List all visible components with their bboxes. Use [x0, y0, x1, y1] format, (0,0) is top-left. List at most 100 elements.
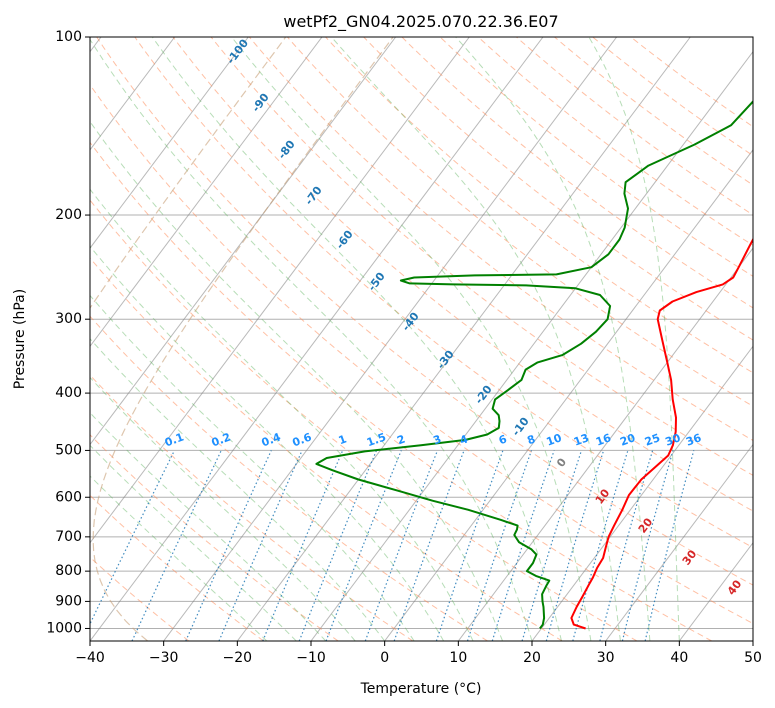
moist-adiabat-line	[455, 37, 651, 641]
mixing-ratio-label: 25	[643, 431, 662, 448]
y-tick-label: 400	[55, 385, 82, 401]
y-tick-label: 1000	[46, 620, 82, 636]
dry-adiabat-line	[477, 37, 753, 246]
dry-adiabat-line	[90, 199, 638, 641]
moist-adiabat-line	[331, 37, 621, 641]
mixing-ratio-line	[521, 450, 583, 641]
dry-adiabat-line	[90, 315, 488, 641]
mixing-ratio-line	[185, 450, 272, 641]
mixing-ratio-label: 8	[525, 433, 537, 448]
mixing-ratio-label: 4	[458, 432, 470, 447]
x-tick-label: 30	[597, 650, 615, 666]
mixing-ratio-label: 20	[618, 431, 637, 449]
moist-adiabat-line	[90, 38, 533, 641]
isotherm-line	[90, 37, 397, 446]
y-tick-label: 700	[55, 529, 82, 545]
isotherm-line	[163, 37, 618, 641]
mixing-ratio-line	[364, 450, 439, 641]
x-tick-label: −20	[223, 650, 253, 666]
isotherm-line	[531, 345, 753, 641]
mixing-ratio-line	[262, 450, 344, 641]
dry-adiabat-line	[248, 37, 753, 442]
mixing-ratio-label: 0.4	[260, 430, 283, 449]
x-tick-label: −30	[149, 650, 179, 666]
dry-adiabat-line	[439, 37, 753, 277]
dry-adiabat-line	[90, 257, 563, 641]
dry-adiabat-line	[172, 37, 753, 512]
mixing-ratio-line	[325, 450, 402, 641]
isotherm-label: 40	[725, 577, 745, 597]
mixing-ratio-label: 1.5	[365, 431, 388, 450]
x-axis-label: Temperature (°C)	[360, 681, 482, 697]
dry-adiabat-line	[401, 37, 753, 309]
dry-adiabat-line	[90, 374, 414, 641]
dry-adiabat-line	[363, 37, 753, 341]
y-tick-label: 600	[55, 489, 82, 505]
y-tick-label: 500	[55, 442, 82, 458]
isotherm-line	[310, 50, 753, 641]
mixing-ratio-line	[599, 450, 654, 641]
mixing-ratio-label: 36	[684, 431, 703, 449]
plot-frame	[89, 36, 754, 642]
isotherm-label: -20	[472, 383, 495, 407]
mixing-ratio-line	[218, 450, 303, 641]
y-tick-label: 100	[55, 29, 82, 45]
moist-adiabat-line	[231, 37, 592, 641]
y-tick-label: 900	[55, 593, 82, 609]
dry-adiabat-line	[90, 141, 712, 641]
temperature-line	[570, 237, 753, 630]
isotherm-label: 10	[593, 486, 613, 506]
moist-adiabat-line	[90, 294, 415, 641]
mixing-ratio-label: 3	[431, 433, 443, 448]
y-axis-label: Pressure (hPa)	[12, 289, 28, 389]
mixing-ratio-line	[545, 450, 605, 641]
isotherm-line	[384, 149, 753, 641]
dry-adiabat-line	[90, 83, 753, 625]
moist-adiabat-line	[90, 338, 386, 641]
isotherm-label: -60	[333, 228, 356, 252]
x-tick-label: 40	[670, 650, 688, 666]
dry-adiabat-line	[325, 37, 753, 374]
isotherm-label: 0	[554, 455, 569, 469]
dry-adiabat-line	[516, 37, 753, 216]
mixing-ratio-label: 1	[337, 433, 349, 448]
chart-title: wetPf2_GN04.2025.070.22.36.E07	[283, 12, 558, 32]
isotherm-label: -40	[399, 310, 422, 334]
moist-adiabat-line	[90, 120, 503, 641]
isotherm-line	[236, 37, 691, 641]
isotherm-line	[90, 37, 544, 641]
mixing-ratio-line	[466, 450, 533, 641]
mixing-ratio-line	[90, 450, 176, 626]
moist-adiabat-line	[151, 37, 562, 641]
x-tick-label: −40	[75, 650, 105, 666]
isotherm-line	[90, 37, 470, 544]
dewpoint-line	[315, 100, 753, 630]
mixing-ratio-label: 10	[545, 431, 564, 449]
mixing-ratio-label: 13	[572, 431, 591, 448]
mixing-ratio-line	[393, 450, 465, 641]
mixing-ratio-label: 0.6	[291, 430, 314, 449]
mixing-ratio-line	[298, 450, 378, 641]
isotherm-label: 20	[636, 515, 656, 535]
mixing-ratio-label: 0.2	[210, 431, 233, 450]
dry-adiabat-line	[96, 37, 753, 586]
isotherm-line	[457, 247, 753, 641]
x-tick-label: 50	[744, 650, 762, 666]
isotherm-line	[90, 37, 323, 348]
isotherm-line	[90, 37, 176, 151]
mixing-ratio-label: 6	[497, 432, 509, 447]
mixing-ratio-line	[621, 450, 674, 641]
mixing-ratio-label: 2	[395, 433, 407, 448]
moist-adiabat-line	[90, 412, 327, 641]
dry-adiabat-line	[287, 37, 753, 407]
mixing-ratio-line	[435, 450, 504, 641]
mixing-ratio-label: 30	[663, 431, 682, 449]
y-tick-label: 800	[55, 563, 82, 579]
dry-adiabat-line	[90, 494, 264, 641]
moist-adiabat-line	[588, 37, 680, 641]
isotherm-label: -100	[224, 37, 251, 67]
isotherm-line	[605, 443, 753, 641]
mixing-ratio-line	[644, 450, 695, 641]
